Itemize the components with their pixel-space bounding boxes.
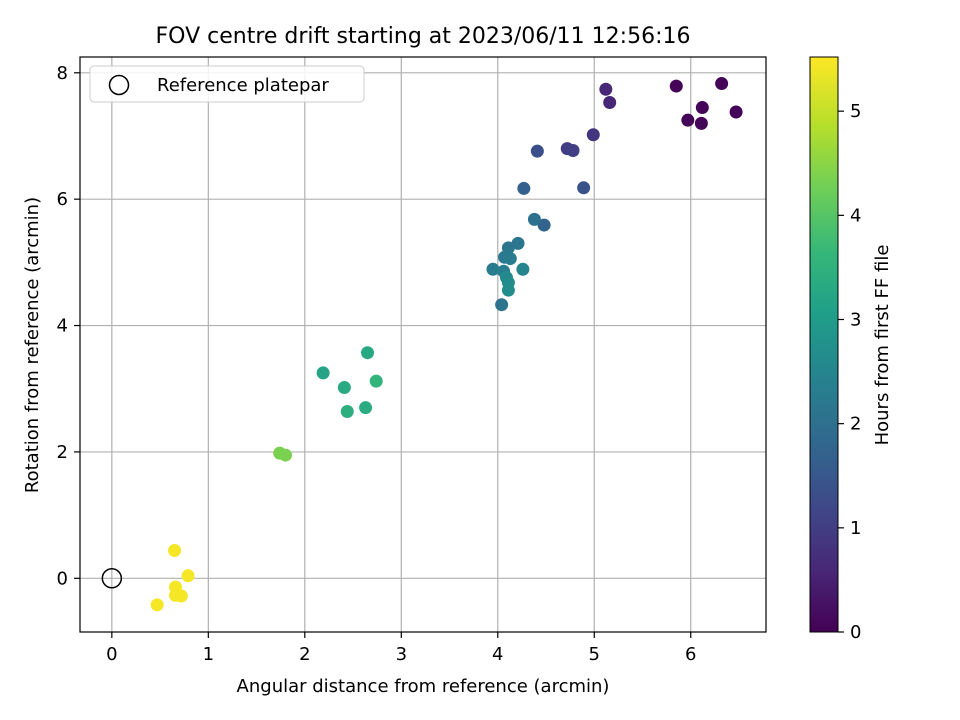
colorbar-tick-label: 3: [850, 310, 861, 331]
data-point: [577, 181, 591, 195]
data-point: [359, 401, 373, 415]
y-tick-label: 6: [57, 189, 68, 210]
data-point: [174, 589, 188, 603]
data-point: [316, 366, 330, 380]
data-point: [340, 404, 354, 418]
colorbar-tick-label: 0: [850, 622, 861, 643]
colorbar-tick-label: 5: [850, 101, 861, 122]
x-tick-label: 6: [685, 644, 696, 665]
data-point: [181, 569, 195, 583]
data-point: [603, 95, 617, 109]
data-point: [599, 82, 613, 96]
colorbar: 0 1 2 3 4 5 Hours from first FF file: [809, 56, 893, 643]
x-tick-label: 4: [492, 644, 503, 665]
legend-entry-label: Reference platepar: [157, 75, 329, 96]
data-point: [527, 212, 541, 226]
data-point: [586, 128, 600, 142]
x-axis-label: Angular distance from reference (arcmin): [237, 676, 610, 697]
x-tick-label: 0: [106, 644, 117, 665]
colorbar-tick-label: 2: [850, 414, 861, 435]
data-point: [150, 598, 164, 612]
data-point: [361, 346, 375, 360]
data-point: [369, 374, 383, 388]
data-point: [517, 181, 531, 195]
chart-title: FOV centre drift starting at 2023/06/11 …: [156, 24, 691, 49]
data-point: [537, 218, 551, 232]
data-point: [501, 283, 515, 297]
data-point: [495, 298, 509, 312]
legend-box: [89, 65, 365, 103]
data-point: [530, 144, 544, 158]
data-point: [511, 236, 525, 250]
y-tick-label: 8: [57, 63, 68, 84]
data-point: [566, 144, 580, 158]
plot-frame: [79, 56, 767, 633]
reference-marker: [101, 568, 123, 589]
colorbar-tick-label: 4: [850, 205, 861, 226]
data-point: [715, 77, 729, 91]
colorbar-ticks: 0 1 2 3 4 5: [838, 101, 861, 643]
data-point: [729, 105, 743, 119]
data-point: [337, 380, 351, 394]
legend-marker-icon: [108, 74, 130, 96]
grid-lines: [80, 57, 766, 632]
x-tick-label: 3: [396, 644, 407, 665]
colorbar-label: Hours from first FF file: [872, 245, 893, 446]
data-point: [669, 79, 683, 93]
data-point: [503, 252, 517, 266]
colorbar-gradient: [809, 56, 839, 633]
y-tick-label: 2: [57, 442, 68, 463]
data-point: [168, 543, 182, 557]
data-point: [486, 262, 500, 276]
data-point: [516, 262, 530, 276]
legend: Reference platepar: [89, 65, 365, 103]
data-point: [279, 448, 293, 462]
x-axis-ticks: 0 1 2 3 4 5 6: [106, 632, 696, 665]
data-point: [694, 116, 708, 130]
x-tick-label: 2: [299, 644, 310, 665]
y-axis-ticks: 0 2 4 6 8: [57, 63, 80, 589]
data-point: [681, 113, 695, 127]
y-tick-label: 4: [57, 316, 68, 337]
data-points: [150, 77, 743, 612]
data-point: [695, 101, 709, 115]
y-axis-label: Rotation from reference (arcmin): [22, 197, 43, 493]
y-tick-label: 0: [57, 568, 68, 589]
reference-marker-group: [101, 568, 123, 589]
x-tick-label: 5: [589, 644, 600, 665]
colorbar-tick-label: 1: [850, 518, 861, 539]
x-tick-label: 1: [203, 644, 214, 665]
